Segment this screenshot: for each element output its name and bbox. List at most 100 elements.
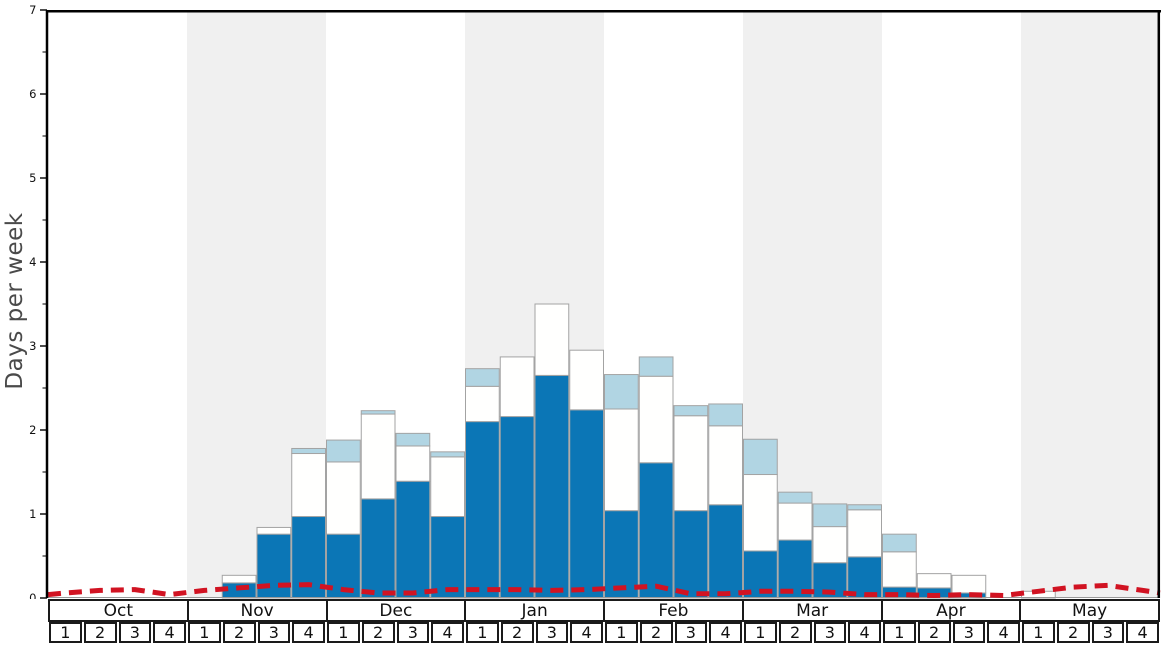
bar-segment-white-bars [708,425,743,506]
red-dashed-line [47,582,1161,598]
month-label: Apr [936,600,966,621]
month-cell-may: May [1021,599,1160,622]
week-cell: 4 [570,622,603,643]
month-label: Oct [103,600,134,621]
bar-segment-white-bars [743,474,778,552]
y-axis-tick-label: 6 [29,87,36,101]
bar-segment-dark-blue-bars [604,510,639,599]
week-cell: 4 [153,622,186,643]
week-cell: 2 [639,622,673,643]
month-band [1021,11,1160,598]
week-cell: 1 [883,622,916,643]
week-cell: 3 [952,622,986,643]
week-cell: 2 [361,622,395,643]
bar-segment-dark-blue-bars [638,462,674,599]
week-cell: 4 [1126,622,1159,643]
month-cell-oct: Oct [48,599,189,622]
week-cell: 2 [500,622,534,643]
y-axis-tick-label: 5 [29,171,36,185]
week-cell: 1 [1022,622,1055,643]
week-cell: 3 [396,622,430,643]
bar-segment-white-bars [430,456,465,518]
bar-segment-white-bars [916,573,952,589]
y-axis-title: Days per week [2,212,28,390]
month-cell-mar: Mar [743,599,883,622]
week-cell: 2 [1056,622,1090,643]
week-cell: 3 [118,622,152,643]
month-cell-nov: Nov [188,599,328,622]
bar-segment-light-blue-bars [430,451,465,458]
bar-segment-white-bars [499,356,535,418]
bar-segment-light-blue-bars [326,439,361,463]
month-cell-apr: Apr [882,599,1022,622]
bar-segment-dark-blue-bars [360,498,396,599]
bar-segment-dark-blue-bars [465,421,500,599]
month-cell-feb: Feb [605,599,744,622]
bar-segment-dark-blue-bars [673,510,709,599]
month-cell-dec: Dec [327,599,467,622]
month-axis-row: Oct Nov Dec Jan Feb Mar Apr May [48,599,1160,622]
y-axis-tick-label: 7 [29,3,36,17]
bar-segment-white-bars [812,526,848,564]
week-cell: 4 [431,622,464,643]
bar-segment-white-bars [395,445,431,482]
bar-segment-dark-blue-bars [430,516,465,599]
bar-segment-dark-blue-bars [534,374,570,599]
bar-segment-white-bars [221,574,257,584]
month-label: Dec [379,600,413,621]
week-cell: 1 [605,622,638,643]
y-axis-tick-label: 0 [29,591,36,599]
bar-segment-white-bars [291,453,326,518]
week-cell: 3 [535,622,569,643]
week-cell: 3 [674,622,708,643]
bar-segment-white-bars [777,502,813,541]
bar-segment-white-bars [569,349,604,411]
y-axis-tick-label: 3 [29,339,36,353]
bar-segment-light-blue-bars [777,491,813,504]
y-axis-tick-label: 2 [29,423,36,437]
bar-segment-white-bars [465,385,500,423]
y-axis-tick-label: 4 [29,255,36,269]
week-cell: 1 [744,622,777,643]
month-label: Jan [521,600,548,621]
bar-segment-dark-blue-bars [708,504,743,599]
week-cell: 2 [222,622,256,643]
week-cell: 3 [813,622,847,643]
bar-segment-white-bars [360,413,396,500]
week-cell: 1 [188,622,221,643]
bar-segment-light-blue-bars [882,533,917,553]
bar-segment-white-bars [847,509,882,558]
bar-segment-dark-blue-bars [847,556,882,599]
week-cell: 4 [987,622,1020,643]
week-cell: 1 [466,622,499,643]
month-label: Feb [658,600,689,621]
week-cell: 2 [917,622,951,643]
bar-segment-light-blue-bars [638,356,674,377]
bar-segment-light-blue-bars [395,432,431,447]
week-cell: 4 [292,622,325,643]
bar-segment-dark-blue-bars [569,409,604,599]
bar-segment-light-blue-bars [673,405,709,417]
bar-segment-white-bars [256,526,292,535]
week-cell: 2 [83,622,117,643]
bar-segment-light-blue-bars [812,503,848,528]
bar-segment-white-bars [604,408,639,512]
bar-segment-light-blue-bars [360,410,396,415]
bar-segment-light-blue-bars [604,374,639,410]
bar-segment-light-blue-bars [708,403,743,427]
bar-segment-dark-blue-bars [499,416,535,599]
week-cell: 1 [49,622,82,643]
week-cell: 4 [848,622,881,643]
week-cell: 3 [257,622,291,643]
bar-segment-light-blue-bars [743,438,778,476]
bar-segment-white-bars [951,574,987,594]
month-label: Mar [796,600,829,621]
week-cell: 1 [327,622,360,643]
bar-segment-light-blue-bars [291,447,326,455]
week-cell: 3 [1091,622,1125,643]
week-cell: 4 [709,622,742,643]
y-axis-tick-label: 1 [29,507,36,521]
bar-segment-white-bars [882,551,917,588]
chart-canvas: 0 1 2 3 4 5 6 7 [29,3,1161,599]
